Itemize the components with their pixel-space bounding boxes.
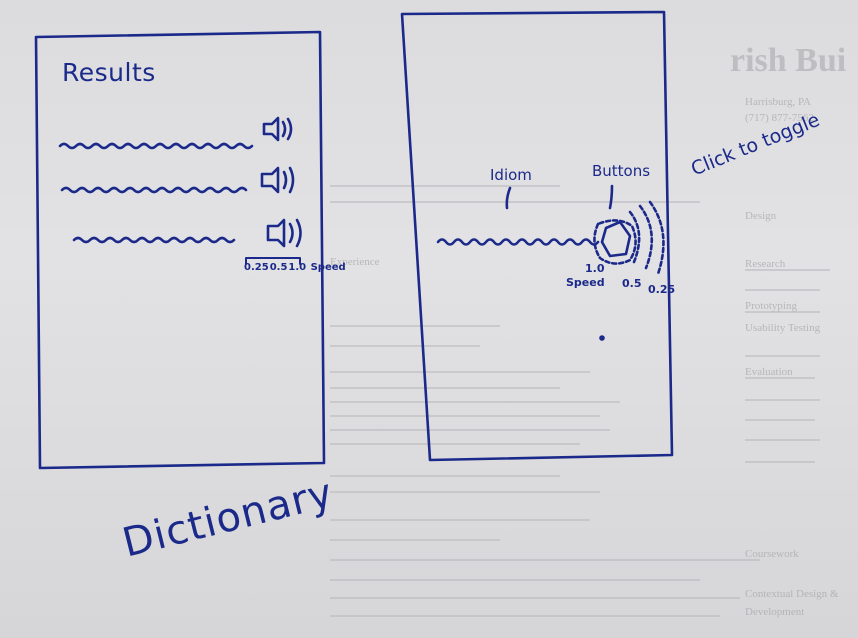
speed-label: Speed bbox=[311, 262, 346, 273]
speed-value: 0.25 bbox=[648, 283, 675, 296]
buttons-label: Buttons bbox=[592, 162, 650, 180]
speed-value: 0.5 bbox=[622, 277, 642, 290]
speed-option[interactable]: 0.25 bbox=[244, 262, 269, 273]
results-heading: Results bbox=[62, 58, 156, 87]
idiom-text bbox=[438, 240, 598, 245]
speaker-icon bbox=[262, 168, 293, 192]
speed-option[interactable]: 1.0 bbox=[288, 262, 306, 273]
result-row-2-text bbox=[62, 188, 246, 192]
speed-value: 1.0 bbox=[585, 262, 605, 275]
speed-label: Speed bbox=[566, 276, 605, 289]
speed-option[interactable]: 0.5 bbox=[270, 262, 288, 273]
idiom-pointer bbox=[507, 188, 510, 208]
result-row-1-text bbox=[60, 144, 252, 148]
left-phone-frame bbox=[36, 32, 324, 468]
idiom-label: Idiom bbox=[490, 166, 532, 184]
stray-dot bbox=[601, 337, 604, 340]
speaker-icon bbox=[264, 118, 291, 140]
right-phone-frame bbox=[402, 12, 672, 460]
buttons-pointer bbox=[610, 186, 612, 208]
left-speed-options: 0.250.51.0 Speed bbox=[244, 262, 347, 273]
speaker-icon bbox=[268, 220, 301, 246]
result-row-3-text bbox=[74, 238, 234, 242]
